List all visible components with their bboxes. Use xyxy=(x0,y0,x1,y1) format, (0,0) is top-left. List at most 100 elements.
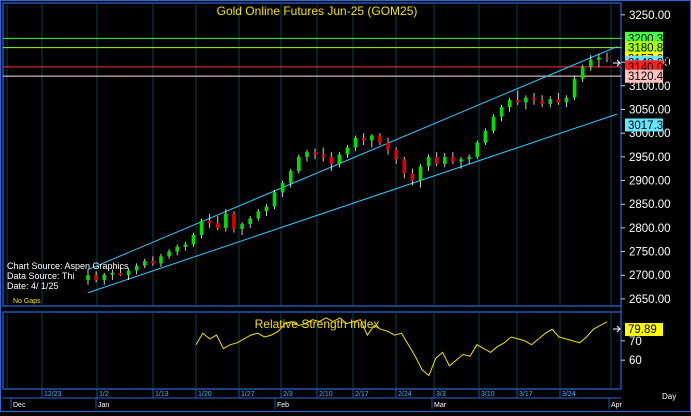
month-label: Dec xyxy=(13,402,26,409)
source-line-3: Date: 4/ 1/25 xyxy=(7,281,59,291)
candle-body xyxy=(548,99,553,104)
date-tick-label: 1/2 xyxy=(99,391,109,398)
candle-body xyxy=(256,211,261,219)
date-tick-label: 2/24 xyxy=(398,391,412,398)
date-tick-label: 1/20 xyxy=(198,391,212,398)
candle-body xyxy=(361,137,366,141)
price-tick-label: 2750.00 xyxy=(629,247,671,259)
price-tick-label: 2700.00 xyxy=(629,270,671,282)
candle-body xyxy=(443,156,447,164)
candle-body xyxy=(572,78,577,98)
candle-body xyxy=(370,135,374,141)
candle-body xyxy=(199,220,204,235)
rsi-value-label: 79.89 xyxy=(628,324,657,336)
candle-body xyxy=(499,107,504,117)
candle-body xyxy=(224,213,228,228)
price-label-tag xyxy=(625,69,663,83)
candle-body xyxy=(175,246,180,252)
price-label-tag xyxy=(625,118,663,132)
candlestick-series xyxy=(86,52,609,285)
chart-title: Gold Online Futures Jun-25 (GOM25) xyxy=(217,4,418,18)
candle-body xyxy=(532,97,536,101)
month-label: Apr xyxy=(611,402,623,409)
price-tick-label: 3050.00 xyxy=(629,105,671,117)
candle-body xyxy=(491,116,496,131)
month-label: Mar xyxy=(434,402,447,409)
price-label-text: 3017.37 xyxy=(628,120,670,132)
price-tick-label: 2850.00 xyxy=(629,199,671,211)
date-axis: 12/23 1/2 1/13 1/20 1/27 2/3 2/10 2/17 2/24 3/3 3/… xyxy=(10,389,623,409)
candle-body xyxy=(134,265,139,271)
candle-body xyxy=(580,66,585,79)
candle-body xyxy=(167,251,171,257)
date-tick-label: 1/27 xyxy=(241,391,255,398)
price-tick-label: 2650.00 xyxy=(629,294,671,306)
date-tick-label: 3/17 xyxy=(519,391,533,398)
candle-body xyxy=(264,206,269,212)
candle-body xyxy=(159,256,163,264)
rsi-series xyxy=(195,317,608,377)
candle-body xyxy=(483,130,488,143)
no-gaps-label: No Gaps xyxy=(13,298,41,305)
rsi-line xyxy=(195,317,608,377)
trend-channel xyxy=(87,46,618,294)
candle-body xyxy=(434,156,439,164)
candle-body xyxy=(232,213,236,229)
candle-body xyxy=(126,270,131,276)
candle-body xyxy=(386,142,390,150)
price-tick-label: 2950.00 xyxy=(629,152,671,164)
candle-body xyxy=(467,156,471,160)
price-tick-label: 3100.00 xyxy=(629,81,671,93)
source-line-1: Chart Source: Aspen Graphics xyxy=(7,261,129,271)
channel-line xyxy=(87,46,618,271)
date-tick-label: 3/10 xyxy=(481,391,495,398)
candle-body xyxy=(402,159,407,174)
date-tick-label: 2/3 xyxy=(283,391,293,398)
candle-body xyxy=(507,100,512,108)
candle-body xyxy=(426,156,431,167)
price-level-lines xyxy=(3,37,621,77)
rsi-arrow-icon xyxy=(613,325,621,333)
source-line-2: Data Source: Thi xyxy=(7,271,74,281)
rsi-tick-label: 70 xyxy=(629,336,642,348)
month-label: Jan xyxy=(98,402,109,409)
candle-body xyxy=(459,159,463,162)
rsi-title: Relative Strength Index xyxy=(255,317,380,331)
candle-body xyxy=(215,223,220,228)
candle-body xyxy=(564,97,569,103)
date-tick-label: 12/23 xyxy=(44,391,62,398)
price-tick-label: 2900.00 xyxy=(629,176,671,188)
candle-body xyxy=(86,275,90,280)
candle-body xyxy=(540,100,544,104)
candle-body xyxy=(280,182,285,193)
candle-body xyxy=(110,272,115,275)
date-tick-label: 2/17 xyxy=(355,391,369,398)
rsi-value-tag xyxy=(625,323,663,336)
candle-body xyxy=(142,261,147,266)
last-price-arrow-icon xyxy=(613,59,621,67)
month-label: Feb xyxy=(277,402,289,409)
candle-body xyxy=(451,156,455,162)
candle-body xyxy=(151,261,155,264)
candle-body xyxy=(305,152,309,157)
candle-body xyxy=(272,192,277,207)
candle-body xyxy=(207,220,212,224)
candle-body xyxy=(297,156,301,172)
candle-body xyxy=(597,57,601,60)
price-label-tag xyxy=(625,41,663,55)
candle-body xyxy=(345,147,350,155)
rsi-axis: 70 60 xyxy=(621,336,642,367)
candle-body xyxy=(605,57,609,59)
candle-body xyxy=(240,224,244,229)
candle-body xyxy=(378,135,382,143)
grid-lines xyxy=(6,3,612,389)
date-tick-label: 1/13 xyxy=(155,391,169,398)
candle-body xyxy=(321,154,325,157)
candle-body xyxy=(288,171,293,183)
price-labels: 3200.333180.833157.603149.633140.003120.… xyxy=(625,31,670,132)
candle-body xyxy=(313,152,317,155)
price-label-text: 3180.83 xyxy=(628,43,670,55)
candle-body xyxy=(475,142,480,157)
candle-body xyxy=(394,149,398,160)
